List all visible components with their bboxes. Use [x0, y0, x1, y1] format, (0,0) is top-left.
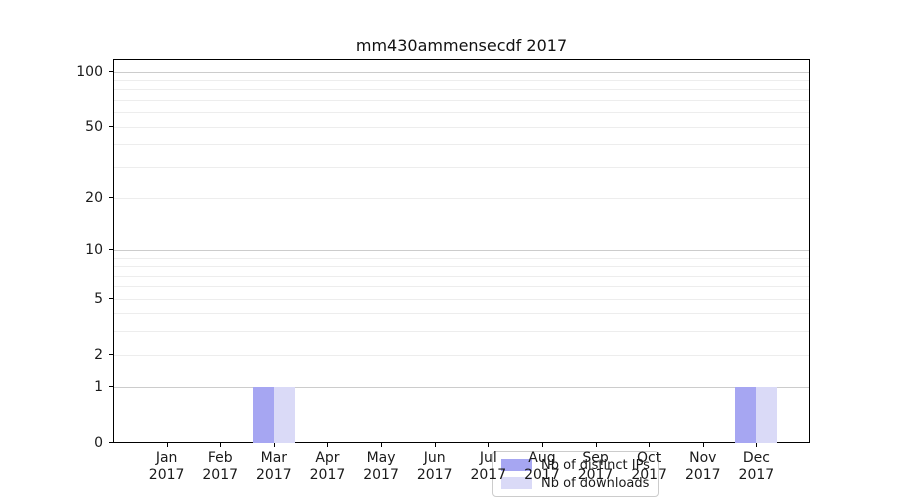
x-tick-month: Jan [155, 450, 178, 466]
y-tick-mark [109, 386, 113, 388]
y-tick-mark [109, 297, 113, 299]
x-tick-month: Apr [315, 450, 340, 466]
y-tick-label: 2 [94, 346, 103, 363]
chart-title: mm430ammensecdf 2017 [355, 36, 568, 55]
x-tick-month: Dec [742, 450, 770, 466]
x-tick-mark [327, 443, 329, 447]
bar-distinct-ips-dec [735, 387, 757, 443]
legend-row-distinct-ips: Nb of distinct IPs [501, 458, 650, 473]
gridline-minor [114, 126, 809, 128]
gridline-minor [114, 112, 809, 114]
x-tick-label-jul: Jul 2017 [448, 450, 528, 484]
x-tick-label-jan: Jan 2017 [127, 450, 207, 484]
x-tick-month: Sep [582, 450, 609, 466]
bar-distinct-ips-mar [252, 387, 274, 443]
x-tick-label-dec: Dec 2017 [716, 450, 796, 484]
y-tick-mark [109, 125, 113, 127]
x-tick-mark [488, 443, 490, 447]
x-tick-mark [273, 443, 275, 447]
gridline-minor [114, 257, 809, 259]
gridline-major [114, 71, 809, 73]
x-tick-year: 2017 [416, 467, 453, 483]
gridline-minor [114, 275, 809, 277]
gridline-minor [114, 313, 809, 315]
x-tick-mark [434, 443, 436, 447]
x-tick-label-nov: Nov 2017 [663, 450, 743, 484]
x-tick-year: 2017 [363, 467, 399, 483]
gridline-minor [114, 354, 809, 356]
x-tick-month: Aug [528, 450, 556, 466]
y-tick-mark [109, 353, 113, 355]
gridline-major [114, 387, 809, 389]
gridline-minor [114, 166, 809, 168]
x-tick-year: 2017 [148, 467, 185, 483]
gridline-minor [114, 99, 809, 101]
gridline-minor [114, 79, 809, 81]
gridline-minor [114, 89, 809, 91]
x-tick-mark [649, 443, 651, 447]
gridline-minor [114, 266, 809, 268]
legend: Nb of distinct IPs Nb of downloads [492, 451, 659, 497]
x-tick-label-oct: Oct 2017 [609, 450, 689, 484]
bar-downloads-dec [756, 387, 778, 443]
x-tick-label-sep: Sep 2017 [556, 450, 636, 484]
x-tick-label-jun: Jun 2017 [395, 450, 475, 484]
y-tick-label: 50 [85, 118, 103, 135]
gridline-major [114, 249, 809, 251]
plot-area: Nb of distinct IPs Nb of downloads [113, 59, 810, 497]
x-tick-year: 2017 [256, 467, 292, 483]
x-tick-mark [166, 443, 168, 447]
y-tick-mark [109, 196, 113, 198]
y-tick-mark [109, 70, 113, 72]
x-tick-year: 2017 [470, 467, 507, 483]
x-tick-year: 2017 [309, 467, 346, 483]
gridline-minor [114, 298, 809, 300]
x-tick-year: 2017 [738, 467, 775, 483]
x-tick-label-mar: Mar 2017 [234, 450, 314, 484]
x-tick-year: 2017 [202, 467, 239, 483]
legend-row-downloads: Nb of downloads [501, 476, 650, 491]
y-tick-mark [109, 442, 113, 443]
bar-downloads-mar [273, 387, 295, 443]
x-tick-month: Oct [637, 450, 662, 466]
legend-label-distinct-ips: Nb of distinct IPs [541, 457, 650, 473]
x-tick-label-feb: Feb 2017 [180, 450, 260, 484]
x-tick-mark [381, 443, 383, 447]
x-tick-month: May [366, 450, 396, 466]
x-tick-month: Jun [423, 450, 446, 466]
y-tick-mark [109, 248, 113, 250]
x-tick-label-apr: Apr 2017 [287, 450, 367, 484]
x-tick-year: 2017 [577, 467, 614, 483]
x-tick-mark [702, 443, 704, 447]
y-tick-label: 0 [94, 435, 103, 451]
x-tick-mark [595, 443, 597, 447]
x-tick-month: Nov [689, 450, 717, 466]
x-tick-month: Jul [479, 450, 497, 466]
x-tick-year: 2017 [524, 467, 560, 483]
legend-swatch-downloads [501, 477, 532, 489]
y-tick-label: 20 [85, 189, 103, 206]
x-tick-month: Feb [207, 450, 233, 466]
gridline-minor [114, 286, 809, 288]
y-tick-label: 1 [94, 379, 103, 396]
x-tick-mark [756, 443, 758, 447]
gridline-minor [114, 331, 809, 333]
y-tick-label: 10 [85, 241, 103, 258]
y-tick-label: 100 [76, 63, 103, 80]
x-tick-label-may: May 2017 [341, 450, 421, 484]
gridline-minor [114, 144, 809, 146]
gridline-minor [114, 197, 809, 199]
x-tick-mark [541, 443, 543, 447]
x-tick-label-aug: Aug 2017 [502, 450, 582, 484]
x-tick-month: Mar [260, 450, 288, 466]
x-tick-mark [220, 443, 222, 447]
x-tick-year: 2017 [631, 467, 667, 483]
legend-swatch-distinct-ips [501, 459, 532, 471]
y-tick-label: 5 [94, 290, 103, 307]
legend-label-downloads: Nb of downloads [541, 475, 650, 491]
x-tick-year: 2017 [684, 467, 721, 483]
